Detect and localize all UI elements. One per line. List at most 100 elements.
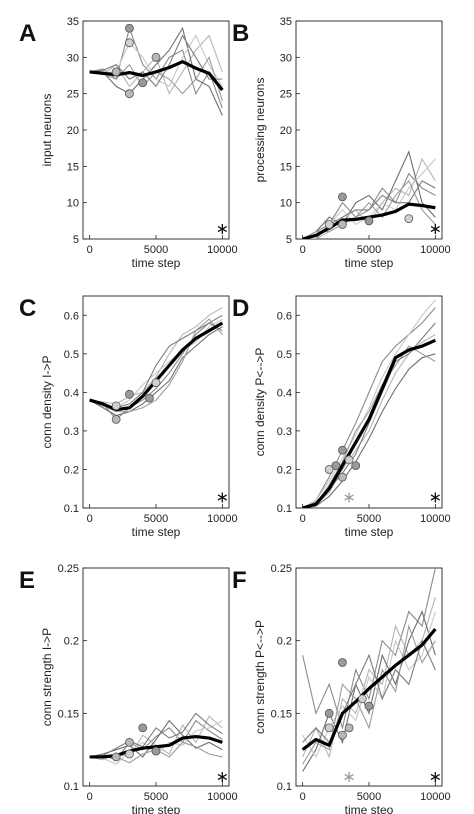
mean-line — [89, 60, 224, 92]
y-tick-label: 20 — [67, 125, 79, 137]
y-axis-label: conn strength P<-->P — [253, 620, 267, 734]
plot-frame — [295, 295, 443, 509]
y-tick-label: 35 — [280, 16, 292, 28]
plot-area — [89, 23, 224, 116]
event-marker — [344, 723, 354, 733]
y-axis-label: input neurons — [40, 94, 54, 167]
panel-b: 5 10 15 20 25 30 35 0 5000 10000 time step processi… — [232, 16, 451, 270]
event-marker — [151, 746, 161, 756]
x-tick-label: 0 — [300, 513, 306, 525]
trial-line — [89, 307, 223, 405]
x-axis-label: time step — [345, 525, 394, 539]
event-marker — [324, 220, 334, 229]
x-axis-label: time step — [132, 256, 181, 270]
x-axis-label: time step — [345, 256, 394, 270]
y-tick-label: 0.25 — [271, 563, 292, 575]
panel-c: 0.1 0.2 0.3 0.4 0.5 0.6 0 5000 10000 time step con… — [19, 295, 238, 539]
y-tick-label: 0.1 — [64, 503, 79, 515]
event-marker — [111, 752, 121, 762]
asterisk-marker: ∗ — [342, 487, 355, 506]
trial-line — [302, 568, 436, 731]
x-axis-label: time steo — [345, 803, 394, 814]
event-marker — [324, 465, 334, 474]
y-tick-label: 10 — [280, 198, 292, 210]
plot-area — [89, 712, 223, 765]
asterisk-marker: ∗ — [342, 767, 355, 786]
event-marker — [338, 658, 347, 667]
event-marker — [338, 445, 347, 455]
y-tick-label: 0.2 — [64, 636, 79, 648]
x-axis-label: time step — [132, 803, 181, 814]
mean-line — [301, 628, 437, 751]
y-tick-label: 5 — [286, 234, 292, 246]
x-tick-label: 10000 — [207, 244, 238, 256]
y-tick-label: 0.5 — [64, 349, 79, 361]
asterisk-marker: ∗ — [429, 219, 442, 238]
mean-line — [302, 338, 437, 508]
y-tick-label: 0.2 — [277, 636, 292, 648]
event-marker — [364, 216, 374, 226]
event-marker — [125, 749, 134, 759]
trial-line — [89, 719, 223, 761]
event-marker — [125, 89, 134, 99]
event-marker — [125, 38, 134, 48]
event-marker — [324, 723, 334, 733]
y-tick-label: 0.6 — [277, 310, 292, 322]
y-tick-label: 0.4 — [64, 387, 79, 399]
y-tick-label: 0.5 — [277, 349, 292, 361]
trial-line — [89, 314, 223, 421]
trial-line — [89, 318, 223, 413]
panel-letter: A — [19, 20, 36, 47]
event-marker — [125, 738, 134, 747]
x-tick-label: 10000 — [207, 791, 238, 803]
panel-letter: F — [232, 567, 247, 594]
y-tick-label: 15 — [67, 161, 79, 173]
event-marker — [111, 414, 121, 424]
x-tick-label: 10000 — [207, 513, 238, 525]
panel-letter: E — [19, 567, 35, 594]
panel-d: 0.1 0.2 0.3 0.4 0.5 0.6 0 5000 10000 time step con… — [232, 295, 451, 539]
y-tick-label: 10 — [67, 198, 79, 210]
panel-f: 0.1 0.15 0.2 0.25 0 5000 10000 time steo conn st… — [232, 563, 451, 814]
event-marker — [338, 472, 347, 482]
trial-line — [89, 318, 223, 409]
event-marker — [344, 455, 354, 465]
event-marker — [324, 708, 334, 718]
event-marker — [364, 701, 374, 711]
trial-line — [302, 353, 436, 508]
trial-line — [302, 345, 436, 508]
x-tick-label: 5000 — [144, 791, 168, 803]
trial-line — [89, 26, 223, 116]
y-tick-label: 0.1 — [277, 503, 292, 515]
event-marker — [338, 192, 347, 202]
event-marker — [338, 220, 347, 229]
trial-line — [89, 326, 223, 417]
x-tick-label: 5000 — [144, 513, 168, 525]
x-tick-label: 0 — [300, 791, 306, 803]
y-tick-label: 0.1 — [64, 781, 79, 793]
x-axis-label: time step — [132, 525, 181, 539]
trial-line — [89, 34, 223, 88]
panel-letter: D — [232, 295, 249, 322]
event-marker — [151, 378, 161, 388]
event-marker — [138, 723, 148, 733]
event-marker — [125, 23, 134, 33]
asterisk-marker: ∗ — [429, 767, 442, 786]
event-marker — [125, 389, 134, 399]
x-tick-label: 0 — [87, 791, 93, 803]
plot-area — [302, 299, 437, 508]
y-axis-label: conn strength I->P — [40, 628, 54, 726]
trial-line — [302, 307, 436, 508]
y-tick-label: 0.6 — [64, 310, 79, 322]
y-tick-label: 15 — [280, 161, 292, 173]
y-tick-label: 0.3 — [277, 426, 292, 438]
x-tick-label: 5000 — [357, 791, 381, 803]
y-axis-label: processing neurons — [253, 78, 267, 183]
panel-e: 0.1 0.15 0.2 0.25 0 5000 10000 time step conn st… — [19, 563, 238, 814]
plot-area — [89, 307, 224, 424]
x-tick-label: 10000 — [420, 244, 451, 256]
event-marker — [331, 461, 341, 471]
x-tick-label: 5000 — [357, 513, 381, 525]
trial-line — [302, 157, 436, 239]
